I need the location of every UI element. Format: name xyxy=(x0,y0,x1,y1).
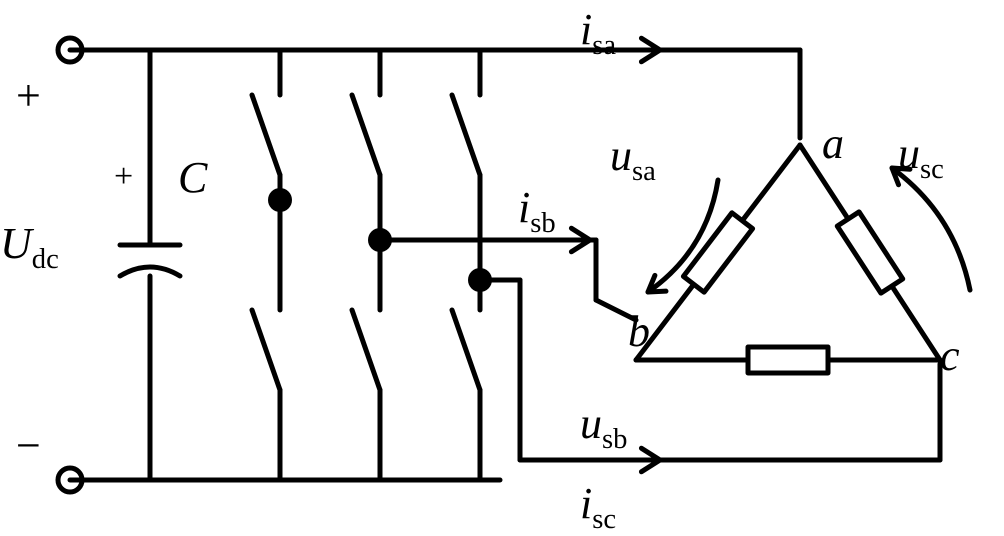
label-node_a: a xyxy=(822,118,844,169)
label-minus_dc: − xyxy=(16,420,41,471)
label-Udc: Udc xyxy=(0,218,59,276)
label-plus_dc: + xyxy=(16,70,41,121)
label-isa: isa xyxy=(580,4,616,62)
label-plus_cap: + xyxy=(114,158,133,196)
label-node_c: c xyxy=(940,330,960,381)
label-C: C xyxy=(178,152,207,203)
label-isc: isc xyxy=(580,478,616,536)
label-isb: isb xyxy=(518,182,556,240)
label-usc: usc xyxy=(898,128,944,186)
label-node_b: b xyxy=(628,306,650,357)
label-usb: usb xyxy=(580,398,627,456)
label-usa: usa xyxy=(610,130,656,188)
circuit-diagram xyxy=(0,0,1004,526)
